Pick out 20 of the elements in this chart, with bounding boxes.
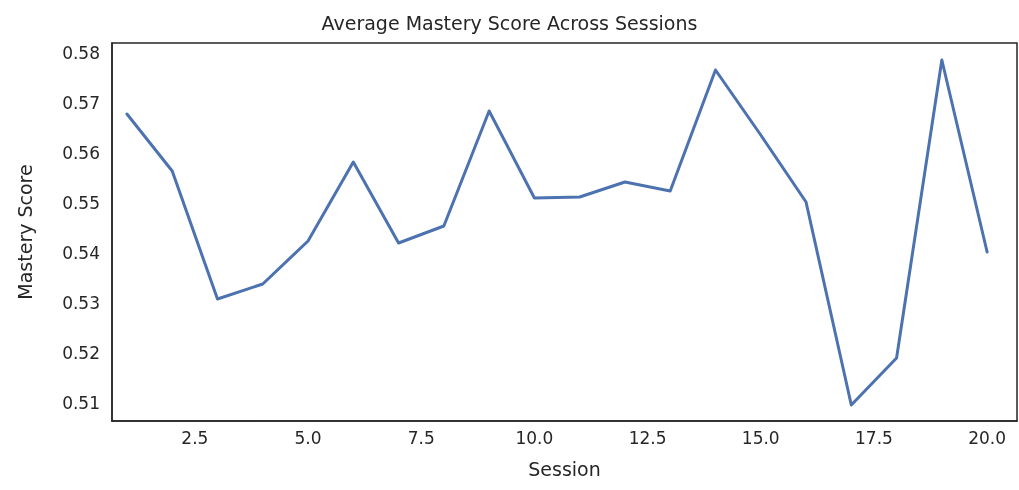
y-axis-title: Mastery Score — [13, 164, 36, 300]
y-tick-label: 0.58 — [62, 43, 100, 63]
y-tick-label: 0.54 — [62, 243, 100, 263]
x-axis-title: Session — [528, 457, 601, 480]
x-tick-label: 17.5 — [855, 427, 893, 448]
x-tick-label: 15.0 — [741, 427, 780, 448]
y-tick-label: 0.57 — [62, 93, 100, 113]
line-series — [125, 58, 989, 407]
x-tick-label: 12.5 — [628, 427, 667, 448]
x-tick-label: 20.0 — [968, 427, 1007, 448]
y-tick-label: 0.56 — [62, 143, 100, 163]
x-tick-label: 5.0 — [294, 427, 322, 448]
chart-title: Average Mastery Score Across Sessions — [321, 11, 698, 34]
y-tick-label: 0.55 — [62, 193, 100, 213]
x-tick-label: 10.0 — [515, 427, 554, 448]
y-tick-label: 0.51 — [62, 393, 100, 413]
y-tick-label: 0.52 — [62, 343, 100, 363]
x-tick-label: 7.5 — [407, 427, 435, 448]
x-tick-label: 2.5 — [181, 427, 209, 448]
y-tick-label: 0.53 — [62, 293, 100, 313]
